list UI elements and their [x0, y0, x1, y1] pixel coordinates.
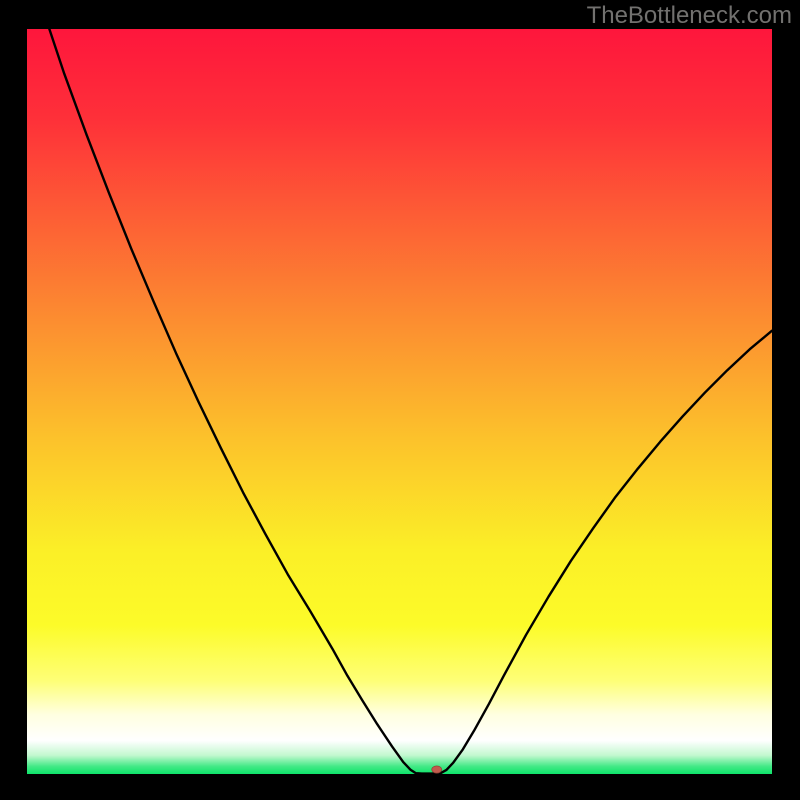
watermark-text: TheBottleneck.com [587, 2, 792, 30]
optimal-point-marker [432, 766, 442, 773]
plot-area [27, 29, 772, 774]
chart-frame: TheBottleneck.com [0, 0, 800, 800]
gradient-background [27, 29, 772, 774]
bottleneck-curve-chart [27, 29, 772, 774]
